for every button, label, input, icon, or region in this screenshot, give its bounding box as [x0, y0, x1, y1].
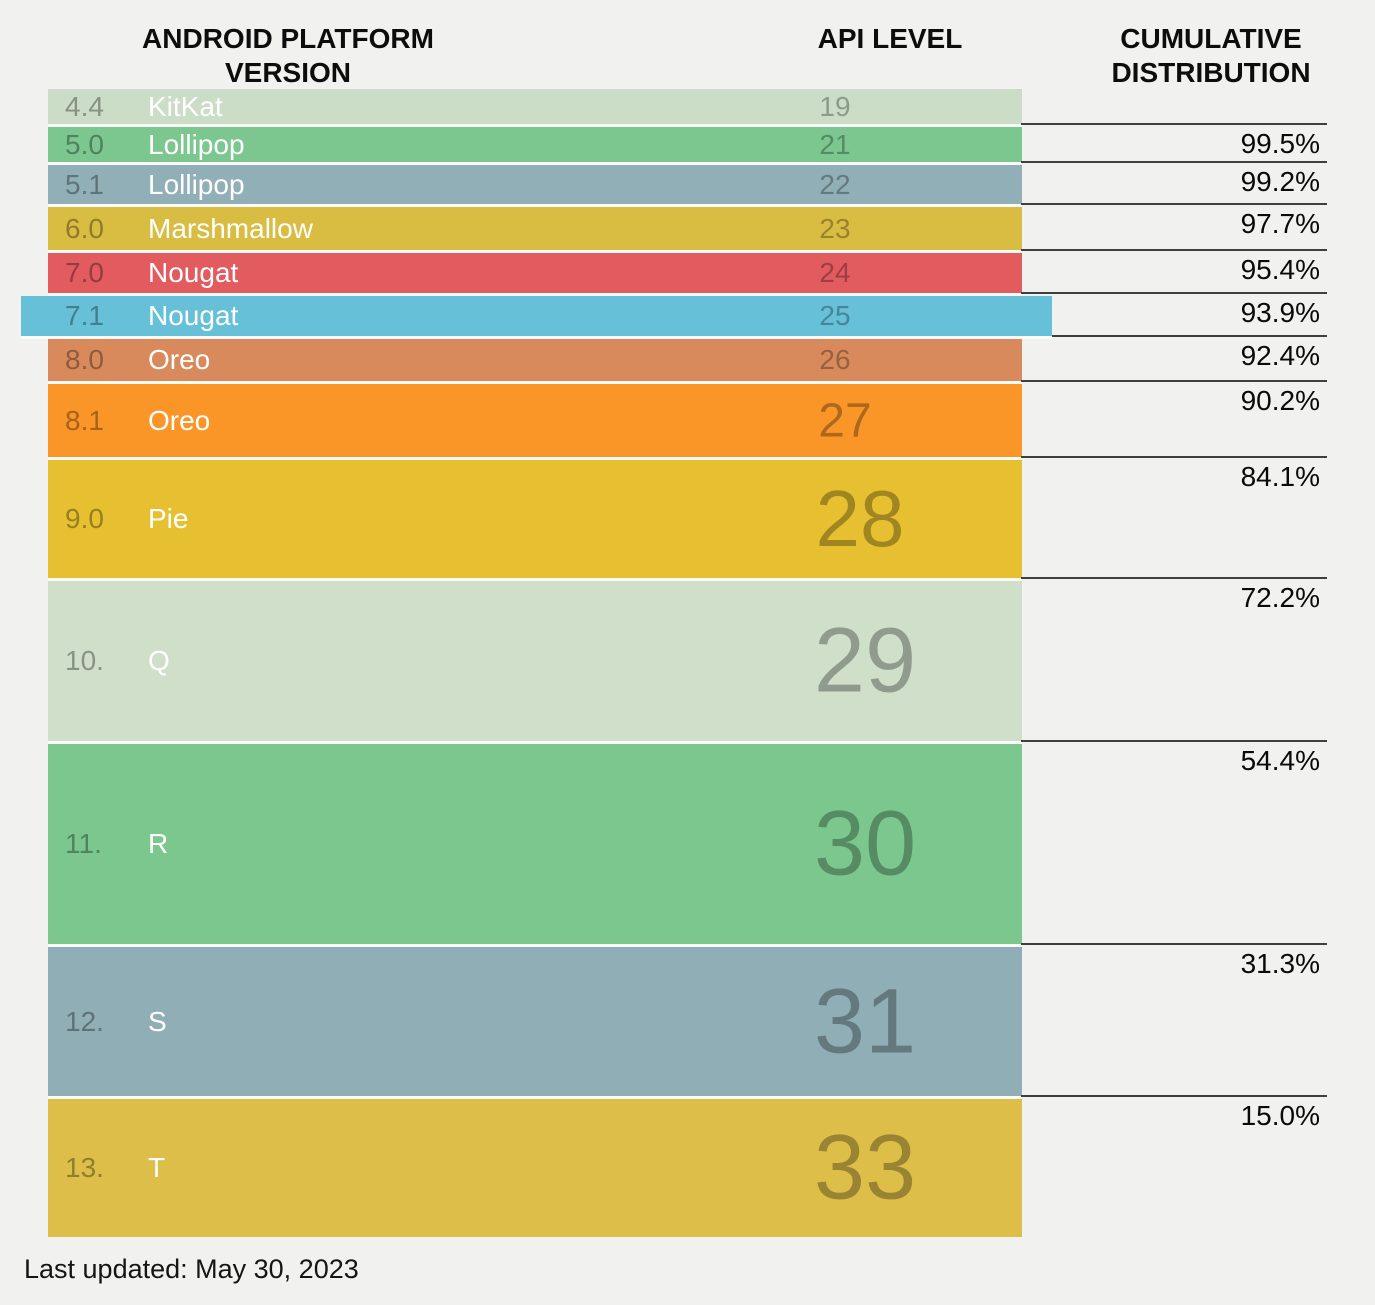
platform-version-number: 8.1: [65, 404, 104, 436]
api-level-value: 27: [818, 394, 872, 447]
api-level-value: 26: [819, 344, 851, 375]
cumulative-distribution-value: 99.2%: [1240, 166, 1320, 197]
distribution-line: [1021, 740, 1327, 742]
cumulative-distribution-value: 90.2%: [1240, 385, 1320, 416]
distribution-line: [1021, 203, 1327, 205]
api-level-value: 29: [813, 609, 917, 712]
platform-version-name: Oreo: [148, 404, 211, 436]
cumulative-distribution-value: 72.2%: [1240, 582, 1320, 613]
platform-version-number: 7.1: [65, 300, 104, 331]
cumulative-distribution-value: 99.5%: [1240, 128, 1320, 159]
distribution-line: [1021, 249, 1327, 251]
platform-version-name: Marshmallow: [148, 212, 313, 244]
api-level-value: 30: [813, 792, 917, 895]
cumulative-distribution-value: 95.4%: [1240, 254, 1320, 285]
api-level-value: 28: [815, 474, 905, 563]
platform-row-api-27[interactable]: 8.1 Oreo 27: [48, 384, 1022, 457]
cumulative-distribution-value: 31.3%: [1240, 948, 1320, 979]
platform-version-number: 6.0: [65, 212, 104, 244]
platform-version-name: S: [148, 1005, 167, 1037]
distribution-line: [1021, 161, 1327, 163]
platform-row-api-21[interactable]: 5.0 Lollipop 21: [48, 127, 1022, 162]
platform-row-api-24[interactable]: 7.0 Nougat 24: [48, 253, 1022, 293]
cumulative-distribution-value: 97.7%: [1240, 208, 1320, 239]
platform-row-api-28[interactable]: 9.0 Pie 28: [48, 460, 1022, 578]
platform-version-name: R: [148, 828, 169, 859]
cumulative-distribution-value: 84.1%: [1240, 461, 1320, 492]
platform-row-api-31[interactable]: 12. S 31: [48, 947, 1022, 1096]
distribution-line: [1021, 335, 1327, 337]
distribution-line: [1021, 292, 1327, 294]
platform-version-number: 9.0: [65, 503, 104, 534]
platform-version-name: Lollipop: [148, 168, 245, 200]
cumulative-distribution-value: 92.4%: [1240, 340, 1320, 371]
column-header-platform-version: ANDROID PLATFORM VERSION: [142, 23, 434, 88]
platform-row-api-22[interactable]: 5.1 Lollipop 22: [48, 165, 1022, 204]
distribution-line: [1021, 456, 1327, 458]
platform-row-api-25-highlighted[interactable]: 7.1 Nougat 25: [21, 296, 1052, 336]
platform-version-number: 5.1: [65, 168, 104, 200]
platform-version-number: 5.0: [65, 128, 104, 160]
platform-version-name: Pie: [148, 503, 189, 534]
platform-row-api-23[interactable]: 6.0 Marshmallow 23: [48, 207, 1022, 250]
platform-version-name: Nougat: [148, 300, 239, 331]
cumulative-distribution-value: 93.9%: [1240, 297, 1320, 328]
api-level-value: 21: [819, 128, 851, 160]
platform-version-number: 13.: [65, 1152, 104, 1183]
platform-row-api-33[interactable]: 13. T 33: [48, 1099, 1022, 1237]
platform-row-api-26[interactable]: 8.0 Oreo 26: [48, 339, 1022, 381]
platform-version-name: Lollipop: [148, 128, 245, 160]
last-updated-text: Last updated: May 30, 2023: [24, 1254, 359, 1284]
distribution-line: [1021, 577, 1327, 579]
column-header-cumulative-distribution: CUMULATIVE DISTRIBUTION: [1111, 23, 1311, 88]
platform-version-name: Nougat: [148, 257, 239, 288]
platform-version-number: 8.0: [65, 344, 104, 375]
platform-version-number: 4.4: [65, 90, 104, 122]
distribution-line: [1021, 1095, 1327, 1097]
platform-version-name: Oreo: [148, 344, 211, 375]
api-level-value: 33: [813, 1116, 917, 1219]
platform-row-api-30[interactable]: 11. R 30: [48, 744, 1022, 944]
platform-version-number: 7.0: [65, 257, 104, 288]
platform-version-number: 12.: [65, 1005, 104, 1037]
column-header-api-level: API LEVEL: [817, 23, 963, 54]
platform-version-name: KitKat: [148, 90, 223, 122]
cumulative-distribution-value: 15.0%: [1240, 1100, 1320, 1131]
api-level-value: 24: [819, 257, 851, 288]
distribution-line: [1021, 943, 1327, 945]
cumulative-distribution-value: 54.4%: [1240, 745, 1320, 776]
distribution-line: [1021, 123, 1327, 125]
platform-version-number: 11.: [65, 828, 102, 859]
api-level-value: 19: [819, 90, 851, 122]
platform-version-name: Q: [148, 645, 170, 676]
api-level-value: 22: [819, 168, 851, 200]
api-level-value: 23: [819, 212, 851, 244]
distribution-line: [1021, 380, 1327, 382]
platform-row-api-29[interactable]: 10. Q 29: [48, 581, 1022, 741]
platform-version-number: 10.: [65, 645, 104, 676]
api-level-value: 25: [819, 300, 851, 331]
platform-row-api-19[interactable]: 4.4 KitKat 19: [48, 89, 1022, 124]
api-level-value: 31: [813, 970, 917, 1072]
platform-version-name: T: [148, 1152, 166, 1183]
